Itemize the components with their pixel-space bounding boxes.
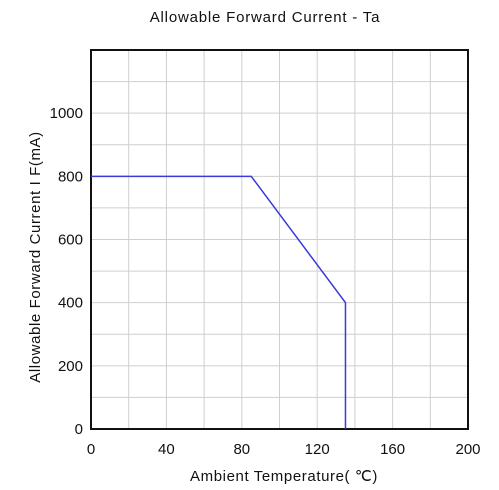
y-tick-label: 600	[58, 232, 83, 249]
grid-lines	[91, 50, 468, 429]
y-axis-label: Allowable Forward Current I F(mA)	[27, 131, 44, 383]
x-axis-label: Ambient Temperature( ℃)	[190, 468, 378, 485]
x-axis-ticks: 0 40 80 120 160 200	[87, 441, 481, 458]
plot-area	[90, 49, 469, 430]
y-axis-ticks: 0 200 400 600 800 1000	[50, 105, 83, 438]
x-tick-label: 200	[455, 441, 480, 458]
y-tick-label: 200	[58, 358, 83, 375]
x-tick-label: 80	[233, 441, 250, 458]
series-layer	[91, 175, 347, 429]
x-tick-label: 40	[158, 441, 175, 458]
x-tick-label: 160	[380, 441, 405, 458]
x-tick-label: 0	[87, 441, 95, 458]
y-tick-label: 1000	[50, 105, 83, 122]
chart-title: Allowable Forward Current - Ta	[150, 9, 380, 26]
x-tick-label: 120	[305, 441, 330, 458]
forward-current-series-line	[91, 175, 347, 429]
y-tick-label: 800	[58, 168, 83, 185]
y-tick-label: 0	[75, 421, 83, 438]
y-tick-label: 400	[58, 295, 83, 312]
